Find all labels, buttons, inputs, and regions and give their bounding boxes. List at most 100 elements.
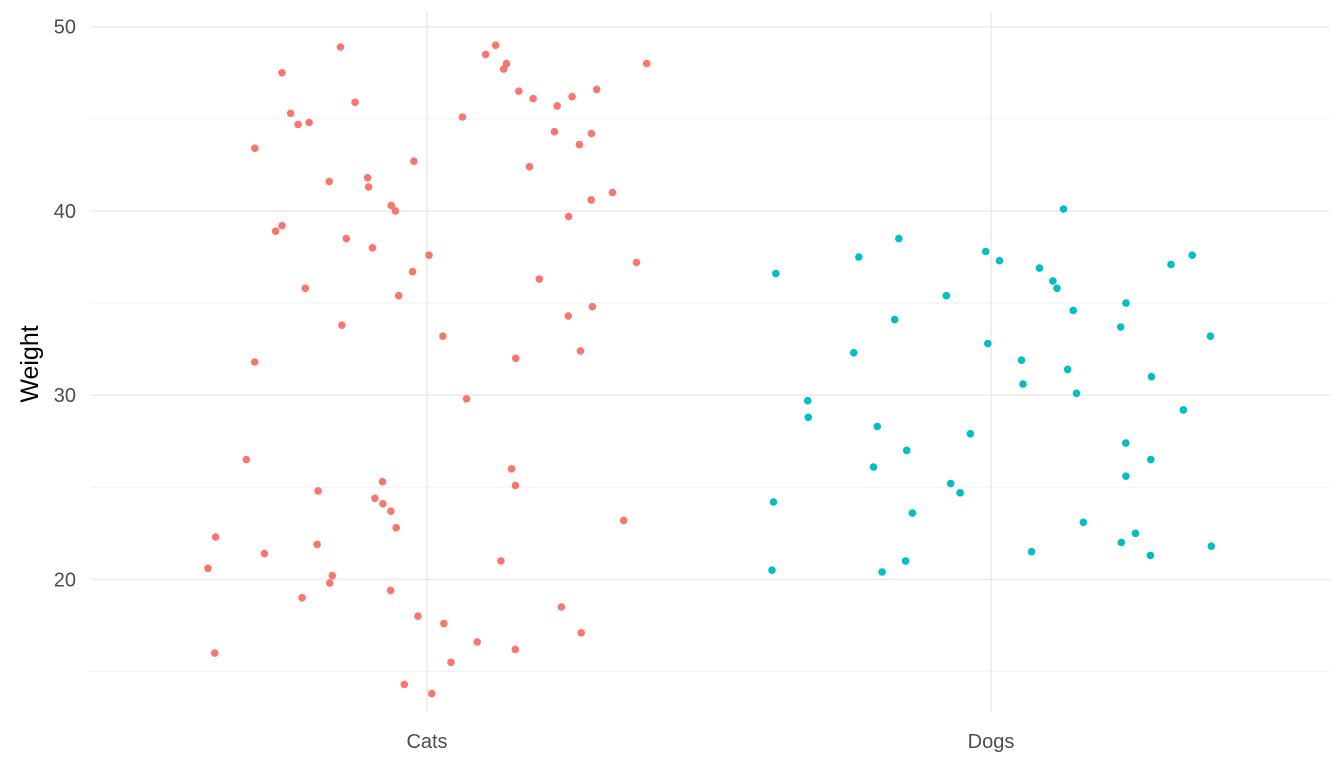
data-point-dogs — [769, 498, 778, 506]
y-tick-label: 20 — [54, 569, 76, 591]
data-point-cats — [378, 477, 387, 486]
data-point-cats — [440, 619, 448, 628]
data-point-cats — [379, 500, 387, 508]
data-point-dogs — [1079, 518, 1088, 527]
data-point-dogs — [984, 339, 992, 348]
data-point-cats — [592, 85, 601, 94]
data-point-cats — [529, 94, 537, 103]
data-point-dogs — [1207, 542, 1216, 550]
data-point-dogs — [908, 509, 917, 517]
data-point-cats — [328, 571, 337, 580]
data-point-cats — [392, 524, 401, 532]
data-point-cats — [507, 465, 516, 473]
y-tick-label: 50 — [54, 17, 76, 39]
data-point-cats — [363, 174, 372, 182]
data-point-cats — [251, 144, 259, 153]
data-point-dogs — [895, 234, 903, 243]
data-point-dogs — [878, 568, 886, 576]
data-point-cats — [525, 162, 534, 171]
data-point-cats — [326, 579, 334, 587]
data-point-dogs — [890, 315, 899, 324]
data-point-cats — [632, 258, 641, 267]
data-point-dogs — [1147, 455, 1155, 464]
data-point-dogs — [1035, 264, 1044, 272]
data-point-cats — [473, 638, 482, 646]
data-point-cats — [515, 87, 523, 95]
data-point-cats — [575, 140, 584, 149]
data-point-cats — [301, 284, 310, 293]
data-point-cats — [564, 212, 573, 221]
data-point-cats — [364, 183, 373, 191]
data-point-dogs — [1167, 260, 1175, 269]
data-point-cats — [325, 177, 334, 186]
data-point-cats — [391, 207, 400, 215]
data-point-cats — [425, 251, 433, 259]
data-point-cats — [497, 557, 505, 565]
data-point-dogs — [942, 291, 951, 300]
data-point-dogs — [1147, 372, 1156, 381]
y-tick-label: 40 — [54, 201, 76, 223]
data-point-cats — [535, 275, 544, 283]
data-point-cats — [313, 540, 321, 549]
data-point-dogs — [1069, 306, 1077, 315]
data-point-dogs — [1179, 406, 1188, 414]
data-point-cats — [577, 629, 585, 637]
data-point-cats — [294, 120, 302, 129]
data-point-cats — [371, 494, 379, 503]
data-point-dogs — [1188, 251, 1196, 259]
data-point-dogs — [803, 396, 812, 405]
data-point-cats — [458, 113, 467, 121]
data-point-cats — [271, 227, 280, 235]
x-axis-ticks: Cats Dogs — [406, 731, 1014, 753]
data-point-cats — [564, 312, 573, 320]
data-point-cats — [642, 59, 651, 68]
y-axis-ticks: 20 30 40 50 — [54, 17, 76, 592]
data-point-dogs — [768, 566, 776, 574]
data-point-dogs — [956, 489, 964, 497]
data-point-dogs — [901, 557, 910, 565]
data-point-dogs — [995, 256, 1004, 265]
data-point-dogs — [1072, 389, 1081, 398]
data-point-cats — [278, 221, 286, 230]
x-tick-label: Cats — [406, 731, 447, 753]
data-point-dogs — [902, 446, 911, 455]
data-point-dogs — [1053, 284, 1061, 293]
data-point-cats — [511, 354, 520, 363]
data-point-cats — [447, 658, 455, 667]
data-point-dogs — [966, 430, 975, 438]
data-point-cats — [428, 689, 436, 698]
data-point-dogs — [1027, 547, 1036, 556]
data-point-cats — [414, 612, 422, 620]
data-point-cats — [400, 680, 409, 689]
data-point-cats — [481, 50, 490, 59]
data-point-cats — [576, 347, 585, 355]
data-point-dogs — [855, 253, 863, 261]
data-point-cats — [499, 65, 508, 73]
data-point-cats — [204, 564, 212, 573]
data-point-dogs — [1122, 299, 1130, 307]
y-axis-title: Weight — [16, 325, 44, 402]
data-point-dogs — [1063, 365, 1072, 374]
data-point-cats — [342, 234, 351, 243]
data-point-cats — [314, 487, 322, 495]
data-point-cats — [298, 594, 306, 602]
data-point-dogs — [1049, 277, 1057, 285]
data-point-dogs — [873, 422, 882, 431]
data-point-dogs — [981, 247, 990, 256]
data-point-dogs — [1146, 551, 1155, 560]
data-point-cats — [619, 516, 628, 525]
data-point-cats — [211, 533, 220, 541]
data-point-dogs — [1122, 439, 1130, 447]
data-point-cats — [410, 157, 418, 165]
data-point-cats — [387, 201, 396, 210]
data-point-cats — [278, 69, 286, 77]
grid — [90, 12, 1330, 712]
data-point-cats — [568, 92, 576, 101]
data-point-cats — [462, 395, 471, 403]
data-point-dogs — [1019, 380, 1027, 388]
data-point-cats — [439, 332, 447, 341]
data-point-cats — [338, 321, 346, 330]
data-point-cats — [511, 481, 520, 490]
